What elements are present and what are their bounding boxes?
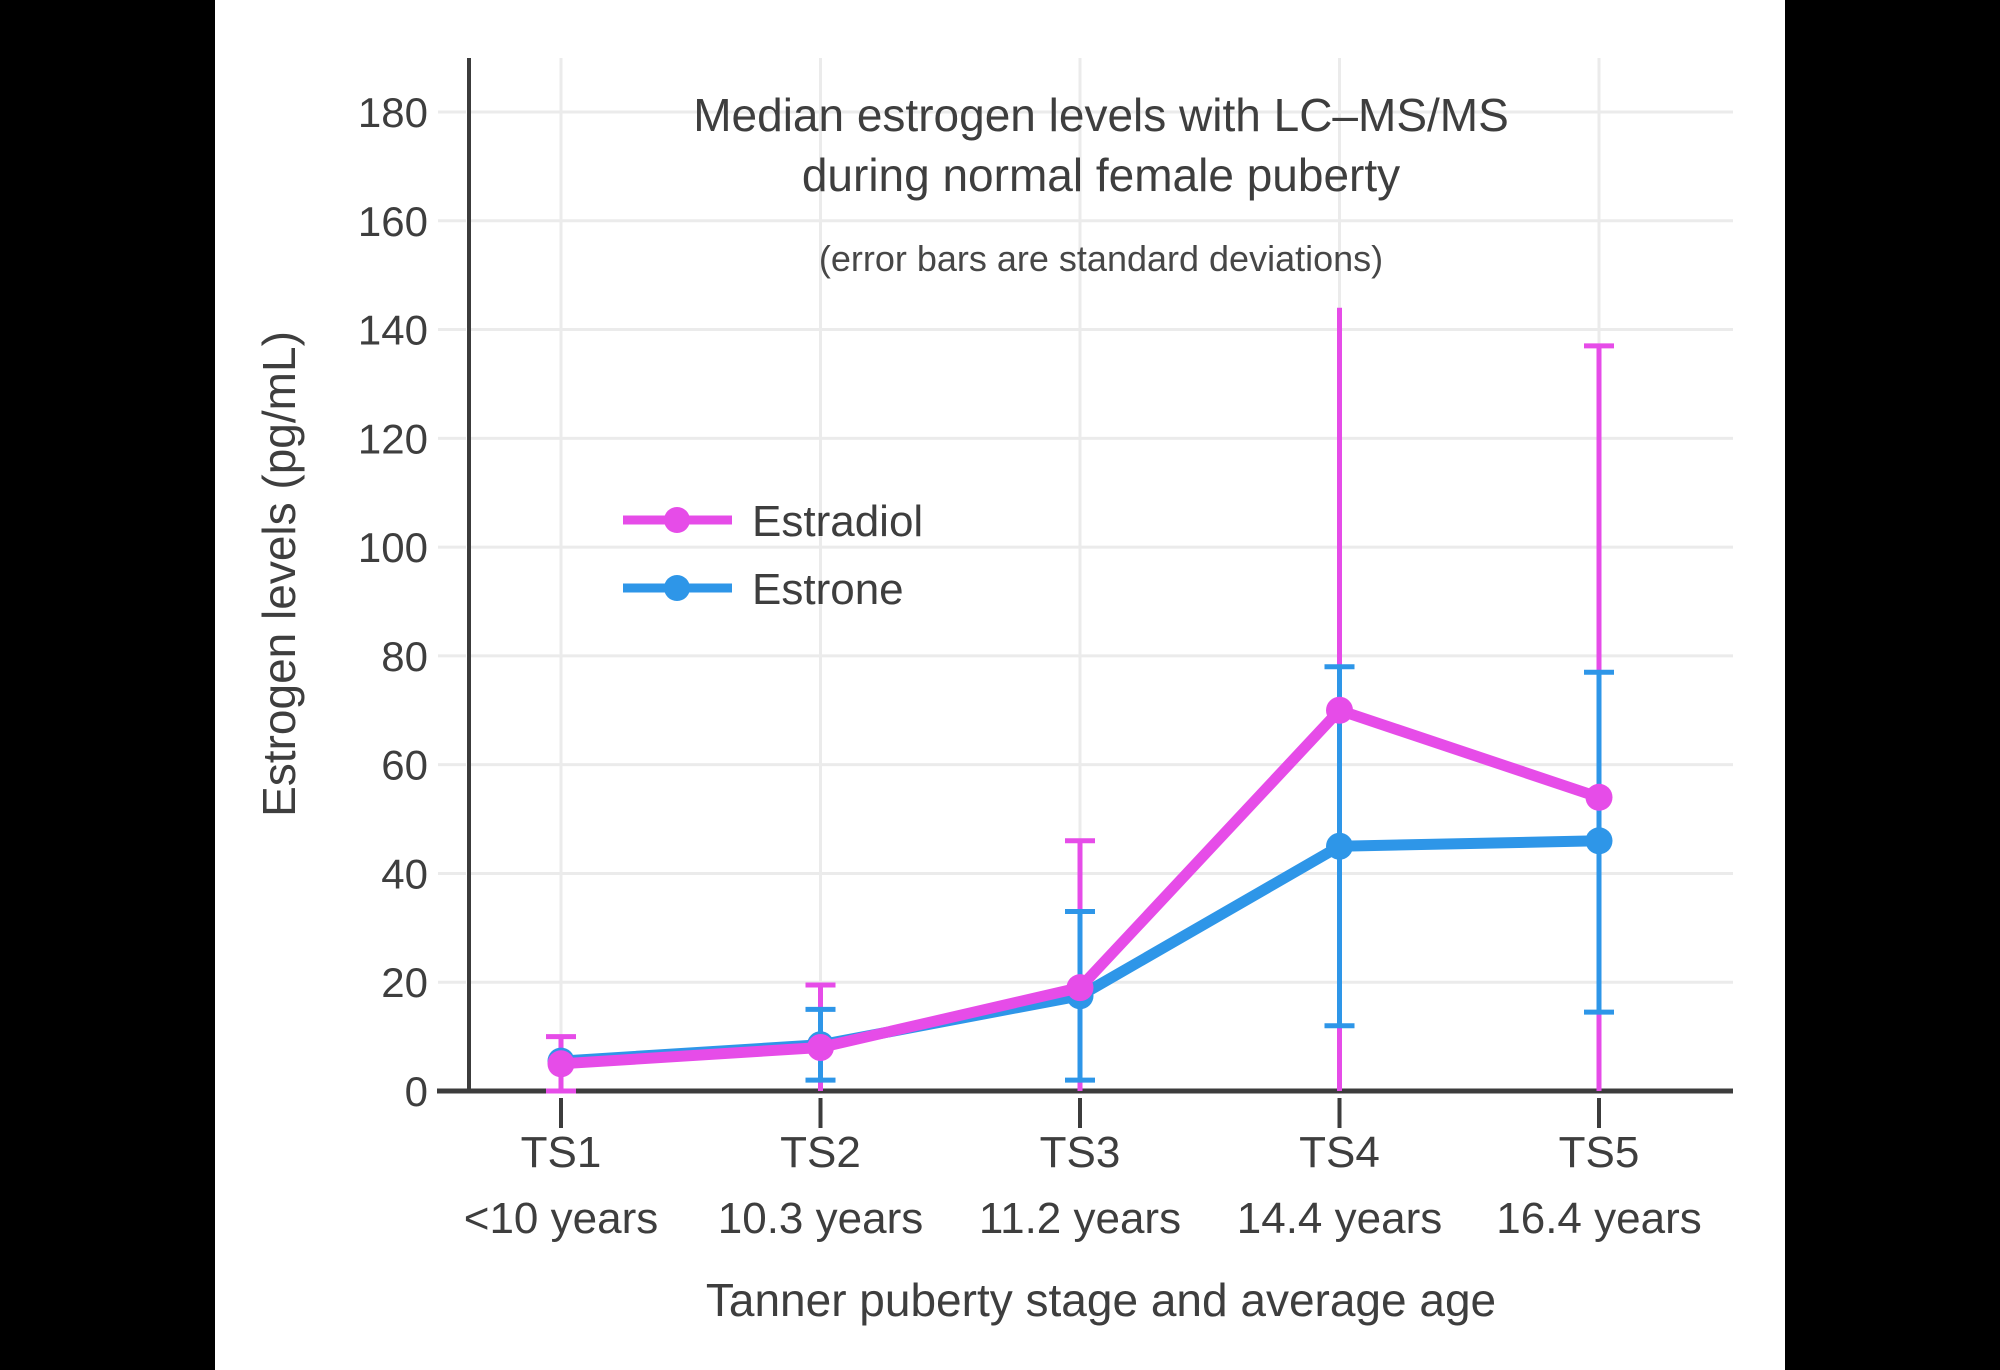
legend: Estradiol Estrone [623, 497, 923, 614]
series-lines [547, 696, 1613, 1078]
y-tick-label: 0 [405, 1068, 428, 1115]
chart-subtitle: (error bars are standard deviations) [819, 238, 1383, 279]
y-tick-labels: 0 20 40 60 80 100 120 140 160 180 [358, 89, 428, 1115]
legend-marker-estrone [664, 575, 690, 601]
y-tick-label: 140 [358, 307, 428, 354]
x-tick-sublabel: 16.4 years [1496, 1194, 1701, 1243]
legend-item-estrone: Estrone [623, 565, 904, 614]
chart-title-line1: Median estrogen levels with LC–MS/MS [693, 89, 1509, 141]
data-point-estrone [1326, 832, 1353, 860]
data-point-estradiol [1326, 696, 1353, 724]
x-tick-sublabel: 11.2 years [979, 1194, 1181, 1243]
y-tick-label: 80 [381, 633, 428, 680]
x-tick-label: TS4 [1299, 1128, 1380, 1177]
legend-item-estradiol: Estradiol [623, 497, 923, 546]
y-tick-label: 20 [381, 959, 428, 1006]
data-point-estrone [1585, 827, 1613, 855]
y-tick-label: 60 [381, 742, 428, 789]
y-tick-label: 120 [358, 415, 428, 462]
x-tick-labels: TS1 TS2 TS3 TS4 TS5 <10 years 10.3 years 11.2 y… [464, 1128, 1702, 1243]
data-point-estradiol [807, 1033, 834, 1061]
x-tick-label: TS5 [1559, 1128, 1640, 1177]
data-point-estradiol [1066, 974, 1094, 1002]
axes [437, 58, 1733, 1128]
x-tick-label: TS3 [1040, 1128, 1121, 1177]
chart-title-line2: during normal female puberty [802, 149, 1400, 201]
x-tick-sublabel: <10 years [464, 1194, 658, 1243]
legend-label-estrone: Estrone [752, 565, 904, 614]
legend-label-estradiol: Estradiol [752, 497, 923, 546]
x-tick-label: TS1 [521, 1128, 602, 1177]
y-tick-label: 180 [358, 89, 428, 136]
chart-background [215, 0, 1785, 1370]
x-axis-title: Tanner puberty stage and average age [706, 1274, 1496, 1326]
y-axis-title: Estrogen levels (pg/mL) [253, 331, 305, 817]
x-tick-sublabel: 14.4 years [1237, 1194, 1442, 1243]
data-point-estradiol [547, 1050, 575, 1078]
x-tick-sublabel: 10.3 years [718, 1194, 923, 1243]
legend-marker-estradiol [664, 507, 690, 533]
y-tick-label: 100 [358, 524, 428, 571]
y-tick-label: 40 [381, 850, 428, 897]
x-tick-label: TS2 [780, 1128, 861, 1177]
data-point-estradiol [1585, 783, 1613, 811]
y-tick-label: 160 [358, 198, 428, 245]
